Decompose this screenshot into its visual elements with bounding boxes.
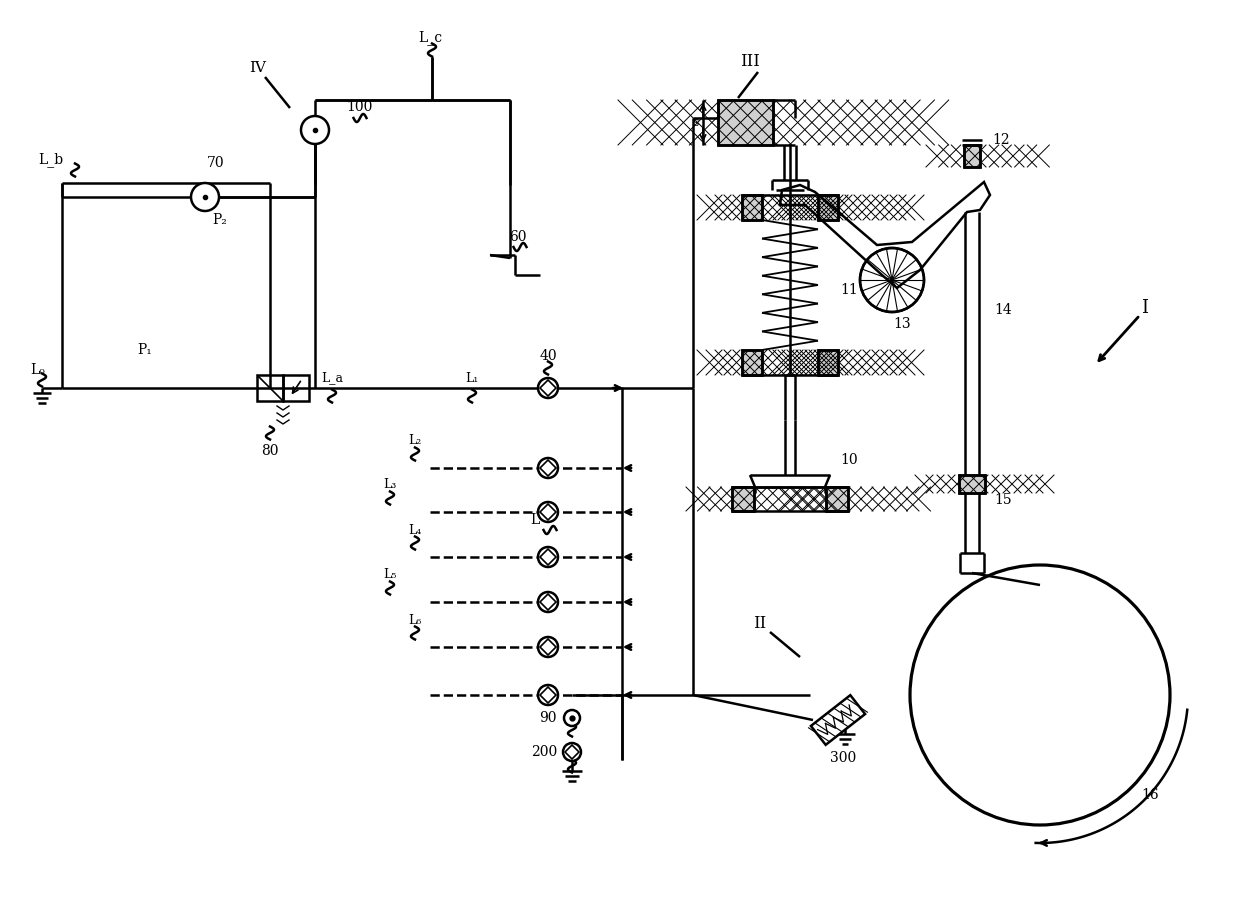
Polygon shape — [742, 350, 763, 375]
Polygon shape — [826, 487, 848, 511]
Polygon shape — [742, 195, 763, 220]
Text: 14: 14 — [994, 303, 1012, 317]
Circle shape — [538, 458, 558, 478]
Text: P₁: P₁ — [138, 343, 153, 357]
Text: L₃: L₃ — [383, 478, 397, 492]
Text: II: II — [754, 615, 766, 631]
Text: L₄: L₄ — [408, 523, 422, 536]
Text: IV: IV — [249, 61, 267, 75]
Text: s: s — [692, 115, 698, 128]
Text: 70: 70 — [207, 156, 224, 170]
Circle shape — [538, 592, 558, 612]
Text: 60: 60 — [510, 230, 527, 244]
Text: 15: 15 — [994, 493, 1012, 507]
Text: L₀: L₀ — [30, 363, 45, 377]
Text: L₁: L₁ — [465, 371, 479, 385]
Circle shape — [538, 502, 558, 522]
Polygon shape — [811, 695, 866, 745]
Circle shape — [538, 547, 558, 567]
Circle shape — [564, 710, 580, 726]
Circle shape — [538, 685, 558, 705]
Text: III: III — [740, 54, 760, 70]
Circle shape — [861, 248, 924, 312]
Text: 12: 12 — [992, 133, 1009, 147]
Circle shape — [191, 183, 219, 211]
Text: L₅: L₅ — [383, 569, 397, 581]
Text: 16: 16 — [1141, 788, 1159, 802]
Text: 11: 11 — [839, 283, 858, 297]
Text: L_c: L_c — [418, 30, 443, 45]
Polygon shape — [818, 195, 838, 220]
Text: I: I — [1142, 299, 1148, 317]
Text: 13: 13 — [893, 317, 911, 331]
Circle shape — [301, 116, 329, 144]
Text: 80: 80 — [262, 444, 279, 458]
Circle shape — [538, 637, 558, 657]
Circle shape — [563, 743, 582, 761]
Circle shape — [538, 378, 558, 398]
Text: P₂: P₂ — [212, 213, 227, 227]
Text: L_b: L_b — [38, 152, 63, 167]
Polygon shape — [818, 350, 838, 375]
Text: L₂: L₂ — [408, 435, 422, 448]
Polygon shape — [732, 487, 754, 511]
Text: 40: 40 — [539, 349, 557, 363]
Text: L₆: L₆ — [408, 614, 422, 627]
Polygon shape — [718, 100, 773, 145]
Polygon shape — [959, 475, 985, 493]
Text: 90: 90 — [539, 711, 557, 725]
Text: 300: 300 — [830, 751, 856, 765]
Text: 10: 10 — [839, 453, 858, 467]
Text: L: L — [531, 513, 539, 527]
Text: L_a: L_a — [321, 371, 343, 385]
Text: 200: 200 — [531, 745, 557, 759]
Polygon shape — [963, 145, 980, 167]
Text: 100: 100 — [347, 100, 373, 114]
